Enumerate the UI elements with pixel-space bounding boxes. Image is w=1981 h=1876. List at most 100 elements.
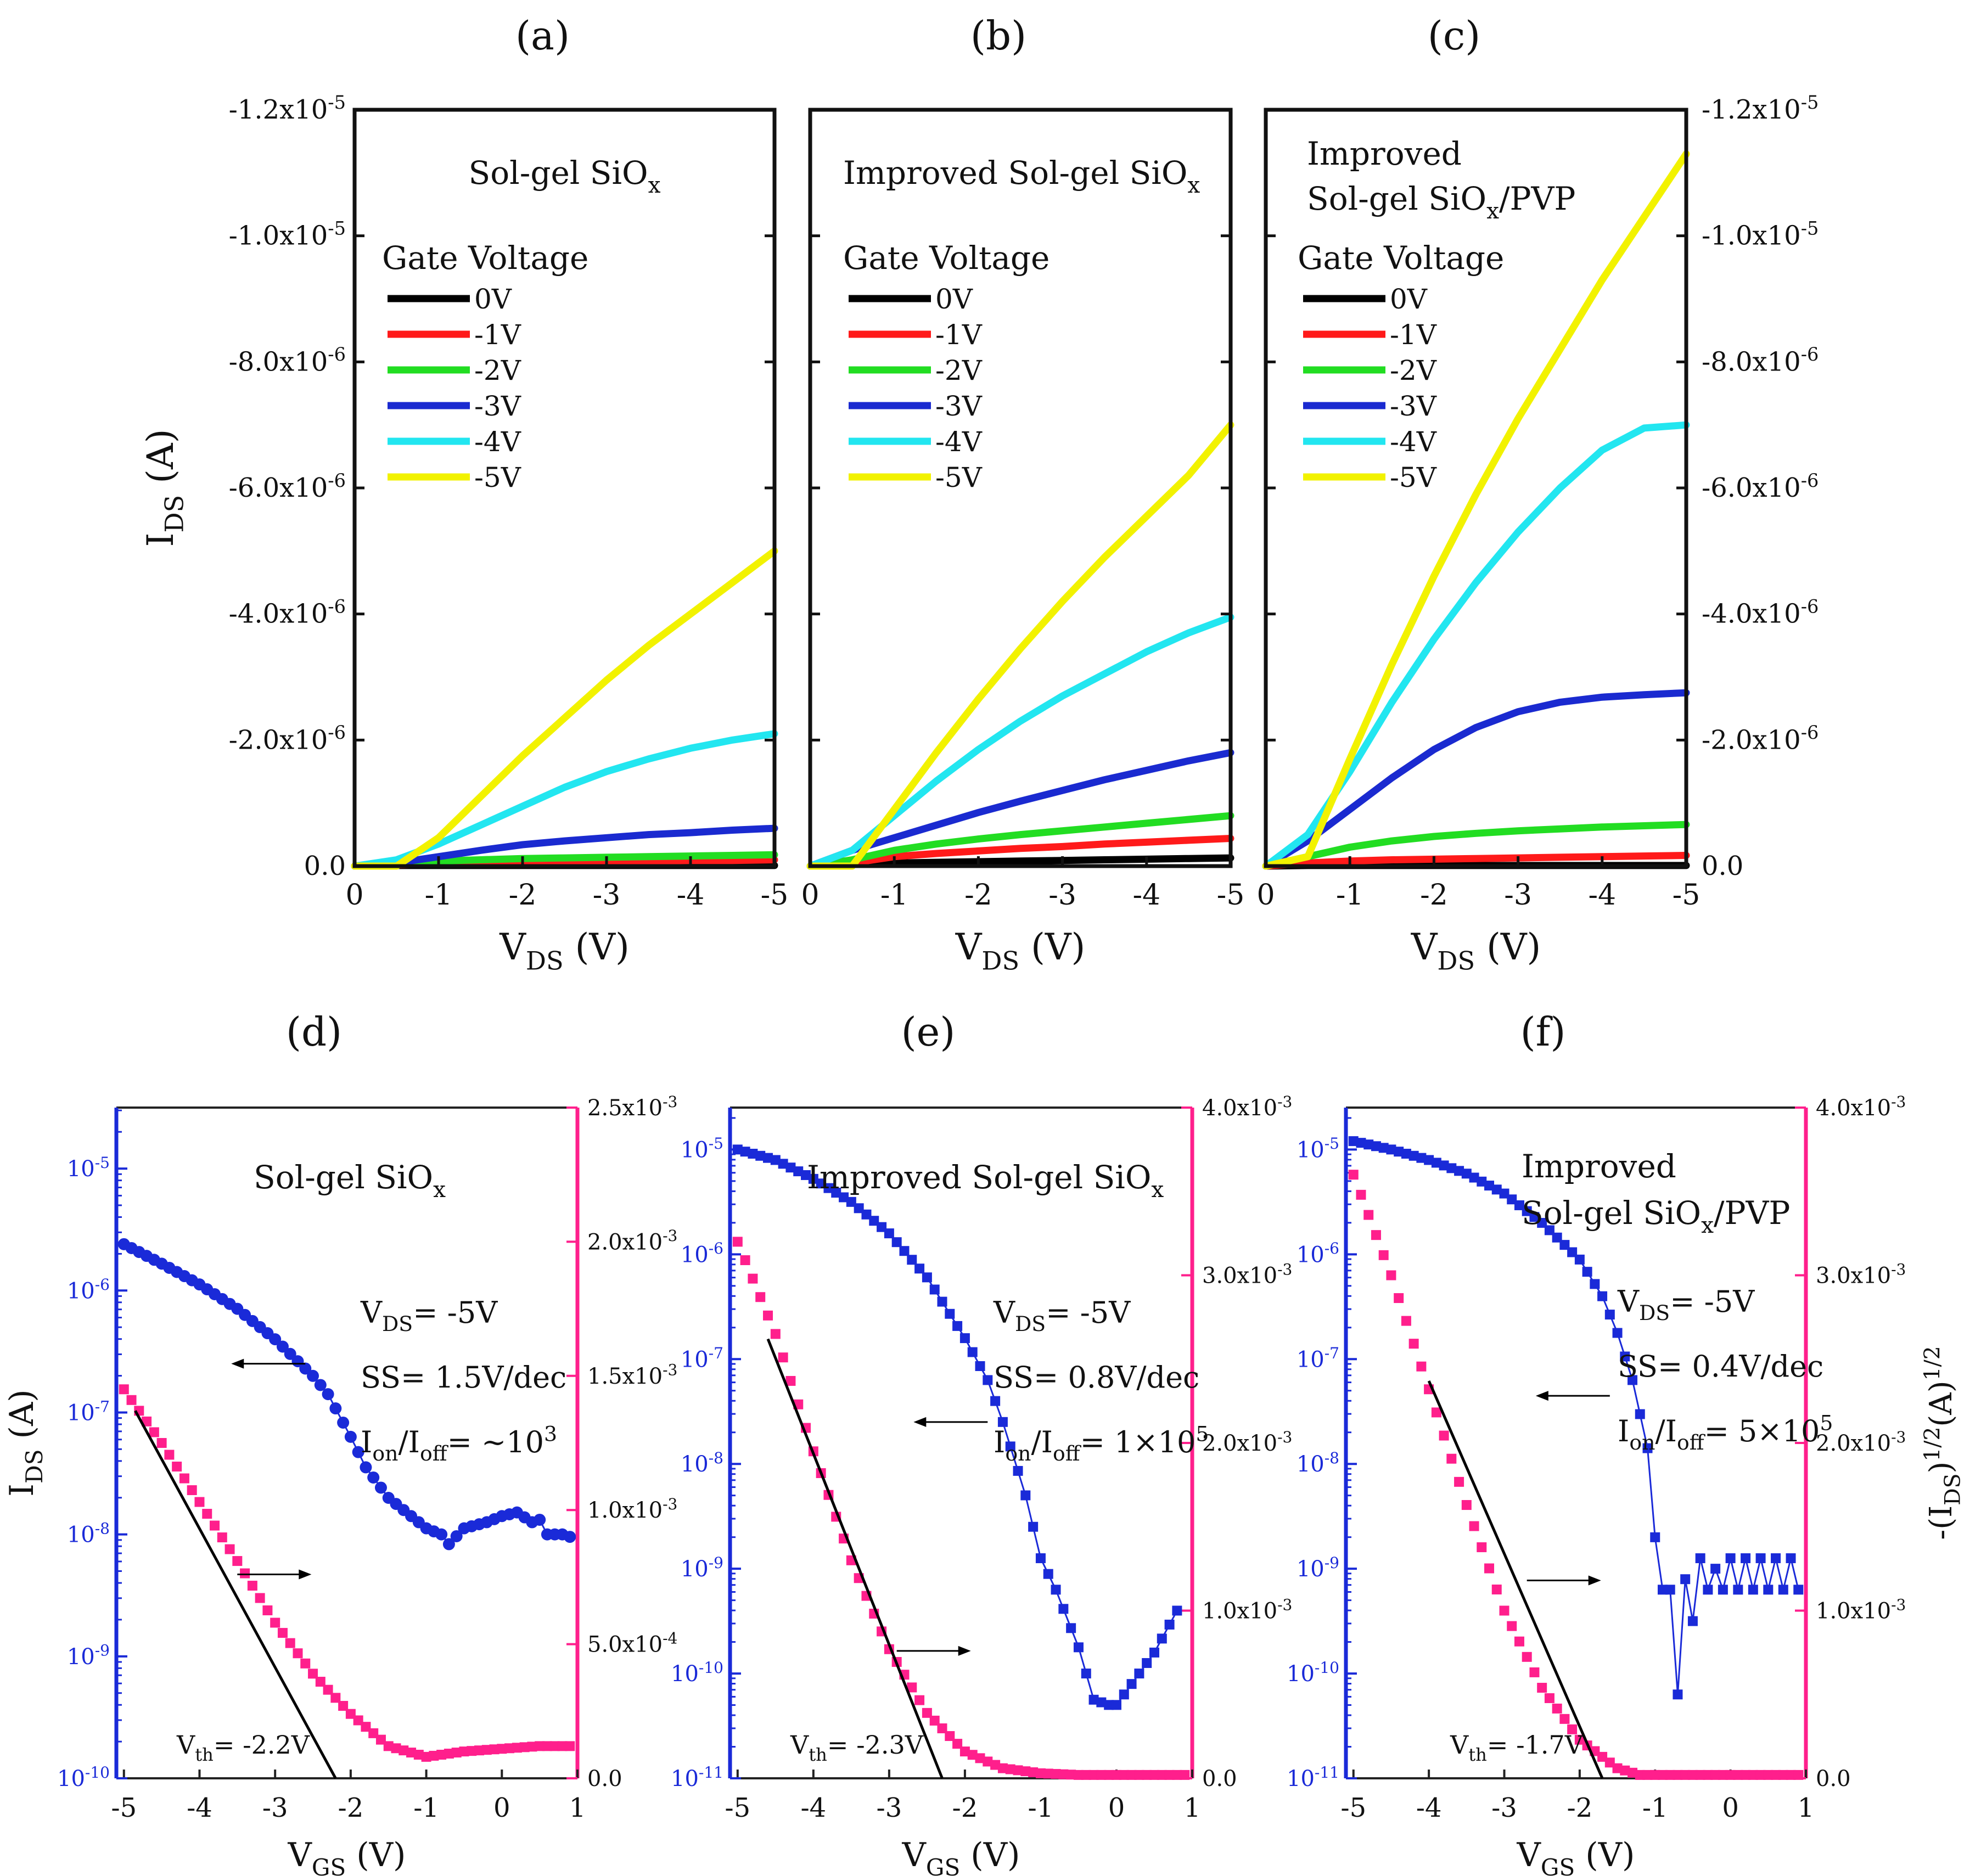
parameter-text: Ion/Ioff= 5×105 xyxy=(1618,1411,1833,1454)
x-axis-label-part: V xyxy=(1411,926,1438,968)
sqrt-ids-marker xyxy=(497,1744,507,1754)
x-axis-label-part: (V) xyxy=(346,1836,406,1874)
curve--5V xyxy=(1262,150,1690,870)
curve--4V xyxy=(806,613,1234,870)
x-tick-label-part: -5 xyxy=(761,879,789,912)
ids-marker xyxy=(1020,1490,1031,1501)
chart-title: Sol-gel SiOx/PVP xyxy=(1522,1194,1790,1238)
left-tick-label-part: -6 xyxy=(95,1276,110,1294)
y-tick-label-part: -1.0x10 xyxy=(229,221,328,251)
legend-label: 0V xyxy=(1390,283,1428,315)
x-tick-label-part: 0 xyxy=(493,1793,510,1823)
legend-label: -2V xyxy=(1390,355,1437,386)
x-axis-label-part: (V) xyxy=(960,1836,1020,1874)
x-tick-label-part: -1 xyxy=(1336,879,1364,912)
ids-marker xyxy=(1522,1206,1532,1216)
ids-marker xyxy=(1394,1147,1404,1157)
sqrt-ids-marker xyxy=(1650,1770,1660,1780)
sqrt-ids-marker xyxy=(907,1682,917,1693)
y-tick-label-part: -8.0x10 xyxy=(229,346,328,377)
ids-marker xyxy=(839,1192,849,1203)
sqrt-ids-marker xyxy=(1439,1430,1449,1441)
sqrt-ids-marker xyxy=(1363,1210,1374,1220)
x-tick-label-part: -1 xyxy=(880,879,908,912)
ids-marker xyxy=(1529,1212,1540,1222)
ids-marker xyxy=(1005,1441,1015,1452)
parameter-text-part: DS xyxy=(382,1312,413,1336)
ids-marker xyxy=(869,1216,879,1226)
ids-marker xyxy=(269,1333,282,1346)
ids-marker xyxy=(1119,1689,1129,1700)
sqrt-ids-marker xyxy=(353,1715,363,1726)
ids-marker xyxy=(1642,1443,1653,1453)
y-tick-label: -4.0x10-6 xyxy=(229,596,346,629)
ids-marker xyxy=(1066,1623,1076,1633)
x-tick-label-part: -2 xyxy=(1420,879,1448,912)
sqrt-ids-marker xyxy=(1386,1270,1396,1280)
arrow-head xyxy=(231,1358,244,1369)
ids-marker xyxy=(1650,1532,1660,1542)
left-tick-label-part: 10 xyxy=(57,1766,85,1791)
parameter-text: VDS= -5V xyxy=(360,1295,498,1336)
legend-label-part: 0V xyxy=(935,283,973,315)
x-tick-label: 1 xyxy=(1184,1793,1201,1823)
curve--2V xyxy=(1262,821,1690,870)
ids-marker xyxy=(322,1388,334,1401)
x-tick-label: 1 xyxy=(569,1793,586,1823)
ids-marker xyxy=(884,1228,894,1239)
ids-marker xyxy=(1620,1351,1630,1362)
ids-marker xyxy=(952,1321,963,1331)
parameter-text-part: 3 xyxy=(544,1422,557,1446)
sqrt-ids-marker xyxy=(1522,1652,1532,1662)
x-tick-label: -4 xyxy=(187,1793,212,1823)
y-tick-label-part: -6 xyxy=(1801,722,1819,743)
curve--5V xyxy=(806,421,1234,870)
x-axis-label-part: (V) xyxy=(1575,1836,1635,1874)
y-tick-label: -1.0x10-5 xyxy=(1702,217,1819,251)
ids-marker xyxy=(1604,1310,1615,1320)
left-tick-label-part: -7 xyxy=(95,1397,110,1416)
ids-marker xyxy=(1695,1553,1705,1564)
curve--5V xyxy=(351,547,778,870)
right-tick-label: 2.0x10-3 xyxy=(587,1227,677,1255)
legend-label-part: 0V xyxy=(474,283,512,315)
y-tick-label: 0.0 xyxy=(304,851,346,881)
sqrt-ids-marker xyxy=(1013,1765,1023,1776)
x-axis-label-part: DS xyxy=(981,946,1019,975)
sqrt-ids-marker xyxy=(557,1741,568,1751)
ids-marker xyxy=(450,1530,463,1542)
ids-marker xyxy=(1013,1465,1023,1476)
ids-marker xyxy=(337,1416,350,1429)
left-tick-label-part: 10 xyxy=(681,1557,709,1582)
legend-label-part: -1V xyxy=(1390,319,1437,351)
sqrt-ids-marker xyxy=(990,1760,1001,1770)
left-tick-label-part: 10 xyxy=(67,1644,95,1670)
x-tick-label-part: -5 xyxy=(1340,1793,1366,1823)
left-tick-label-part: -10 xyxy=(85,1763,110,1782)
sqrt-ids-marker xyxy=(1096,1770,1107,1780)
ids-marker xyxy=(1424,1155,1434,1165)
sqrt-ids-marker xyxy=(1763,1770,1774,1780)
arrow-head xyxy=(1535,1391,1548,1401)
chart-title: Improved xyxy=(1522,1148,1676,1185)
right-tick-label-part: -3 xyxy=(1277,1428,1292,1446)
y-tick-label: -1.2x10-5 xyxy=(229,92,346,125)
x-tick-label: -3 xyxy=(1491,1793,1517,1823)
right-tick-label: 1.0x10-3 xyxy=(1816,1596,1906,1624)
ids-marker xyxy=(1718,1585,1728,1595)
right-tick-label-part: 2.0x10 xyxy=(1202,1431,1277,1456)
sqrt-ids-marker xyxy=(1771,1770,1781,1780)
sqrt-ids-marker xyxy=(748,1273,758,1284)
sqrt-ids-marker xyxy=(959,1746,970,1757)
curve--1V xyxy=(806,835,1234,870)
sqrt-ids-marker xyxy=(1695,1770,1705,1780)
sqrt-ids-marker xyxy=(338,1701,349,1711)
parameter-text: SS= 0.8V/dec xyxy=(994,1360,1199,1395)
left-tick-label: 10-7 xyxy=(67,1397,110,1425)
right-tick-label: 0.0 xyxy=(1816,1766,1851,1791)
ids-marker xyxy=(846,1197,856,1207)
chart-title-part: Sol-gel SiO xyxy=(1307,180,1486,217)
sqrt-ids-marker xyxy=(429,1750,439,1761)
right-tick-label-part: -3 xyxy=(1277,1596,1292,1614)
